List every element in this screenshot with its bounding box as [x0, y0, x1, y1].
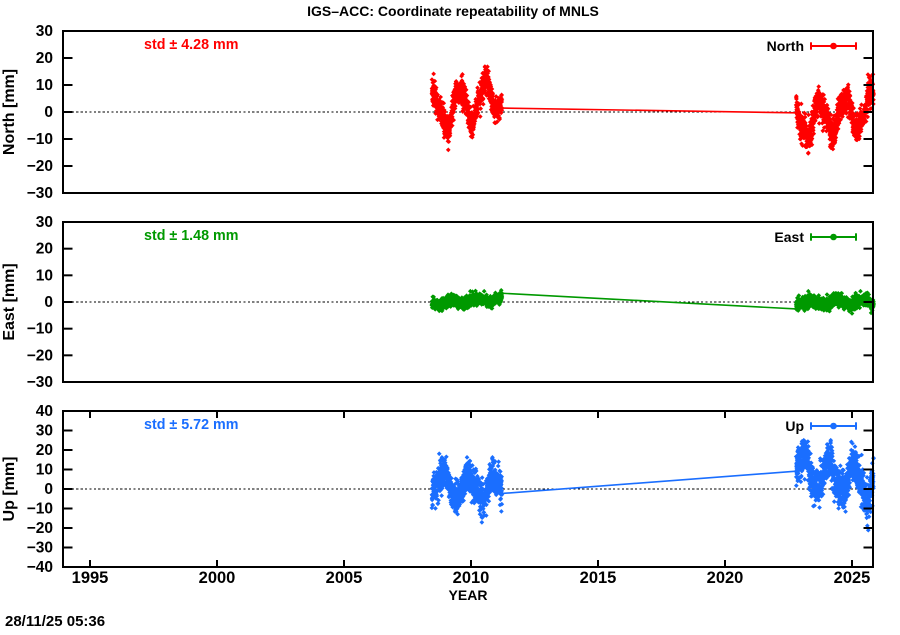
svg-text:East: East — [774, 229, 804, 245]
svg-text:0: 0 — [44, 104, 53, 121]
svg-text:North [mm]: North [mm] — [1, 69, 18, 155]
svg-text:−30: −30 — [27, 185, 53, 202]
svg-text:−20: −20 — [27, 520, 53, 537]
svg-text:2015: 2015 — [580, 569, 617, 587]
svg-text:−20: −20 — [27, 158, 53, 175]
svg-text:2000: 2000 — [199, 569, 236, 587]
svg-text:1995: 1995 — [72, 569, 109, 587]
svg-text:30: 30 — [36, 23, 53, 40]
svg-text:std ± 5.72 mm: std ± 5.72 mm — [144, 417, 238, 433]
svg-text:40: 40 — [36, 403, 53, 420]
svg-text:28/11/25 05:36: 28/11/25 05:36 — [5, 613, 105, 630]
svg-text:−10: −10 — [27, 501, 53, 518]
svg-text:2025: 2025 — [834, 569, 871, 587]
svg-text:Up [mm]: Up [mm] — [1, 457, 18, 522]
svg-text:std ± 1.48 mm: std ± 1.48 mm — [144, 228, 238, 244]
svg-text:10: 10 — [36, 267, 53, 284]
svg-text:2020: 2020 — [707, 569, 744, 587]
svg-text:std ± 4.28 mm: std ± 4.28 mm — [144, 37, 238, 53]
svg-text:−10: −10 — [27, 321, 53, 338]
svg-text:−40: −40 — [27, 559, 53, 576]
svg-text:IGS–ACC: Coordinate repeatabil: IGS–ACC: Coordinate repeatability of MNL… — [307, 3, 599, 19]
svg-text:20: 20 — [36, 50, 53, 67]
svg-text:−30: −30 — [27, 374, 53, 391]
svg-text:30: 30 — [36, 214, 53, 231]
svg-text:10: 10 — [36, 462, 53, 479]
svg-text:30: 30 — [36, 423, 53, 440]
svg-text:0: 0 — [44, 481, 53, 498]
svg-text:−20: −20 — [27, 347, 53, 364]
svg-text:Up: Up — [785, 418, 804, 434]
svg-text:20: 20 — [36, 442, 53, 459]
svg-text:−10: −10 — [27, 131, 53, 148]
svg-text:2005: 2005 — [326, 569, 363, 587]
svg-text:YEAR: YEAR — [449, 587, 488, 603]
svg-text:20: 20 — [36, 241, 53, 258]
svg-text:East [mm]: East [mm] — [1, 263, 18, 340]
svg-text:North: North — [767, 38, 804, 54]
svg-text:−30: −30 — [27, 540, 53, 557]
svg-text:0: 0 — [44, 294, 53, 311]
svg-text:2010: 2010 — [453, 569, 490, 587]
svg-text:10: 10 — [36, 77, 53, 94]
